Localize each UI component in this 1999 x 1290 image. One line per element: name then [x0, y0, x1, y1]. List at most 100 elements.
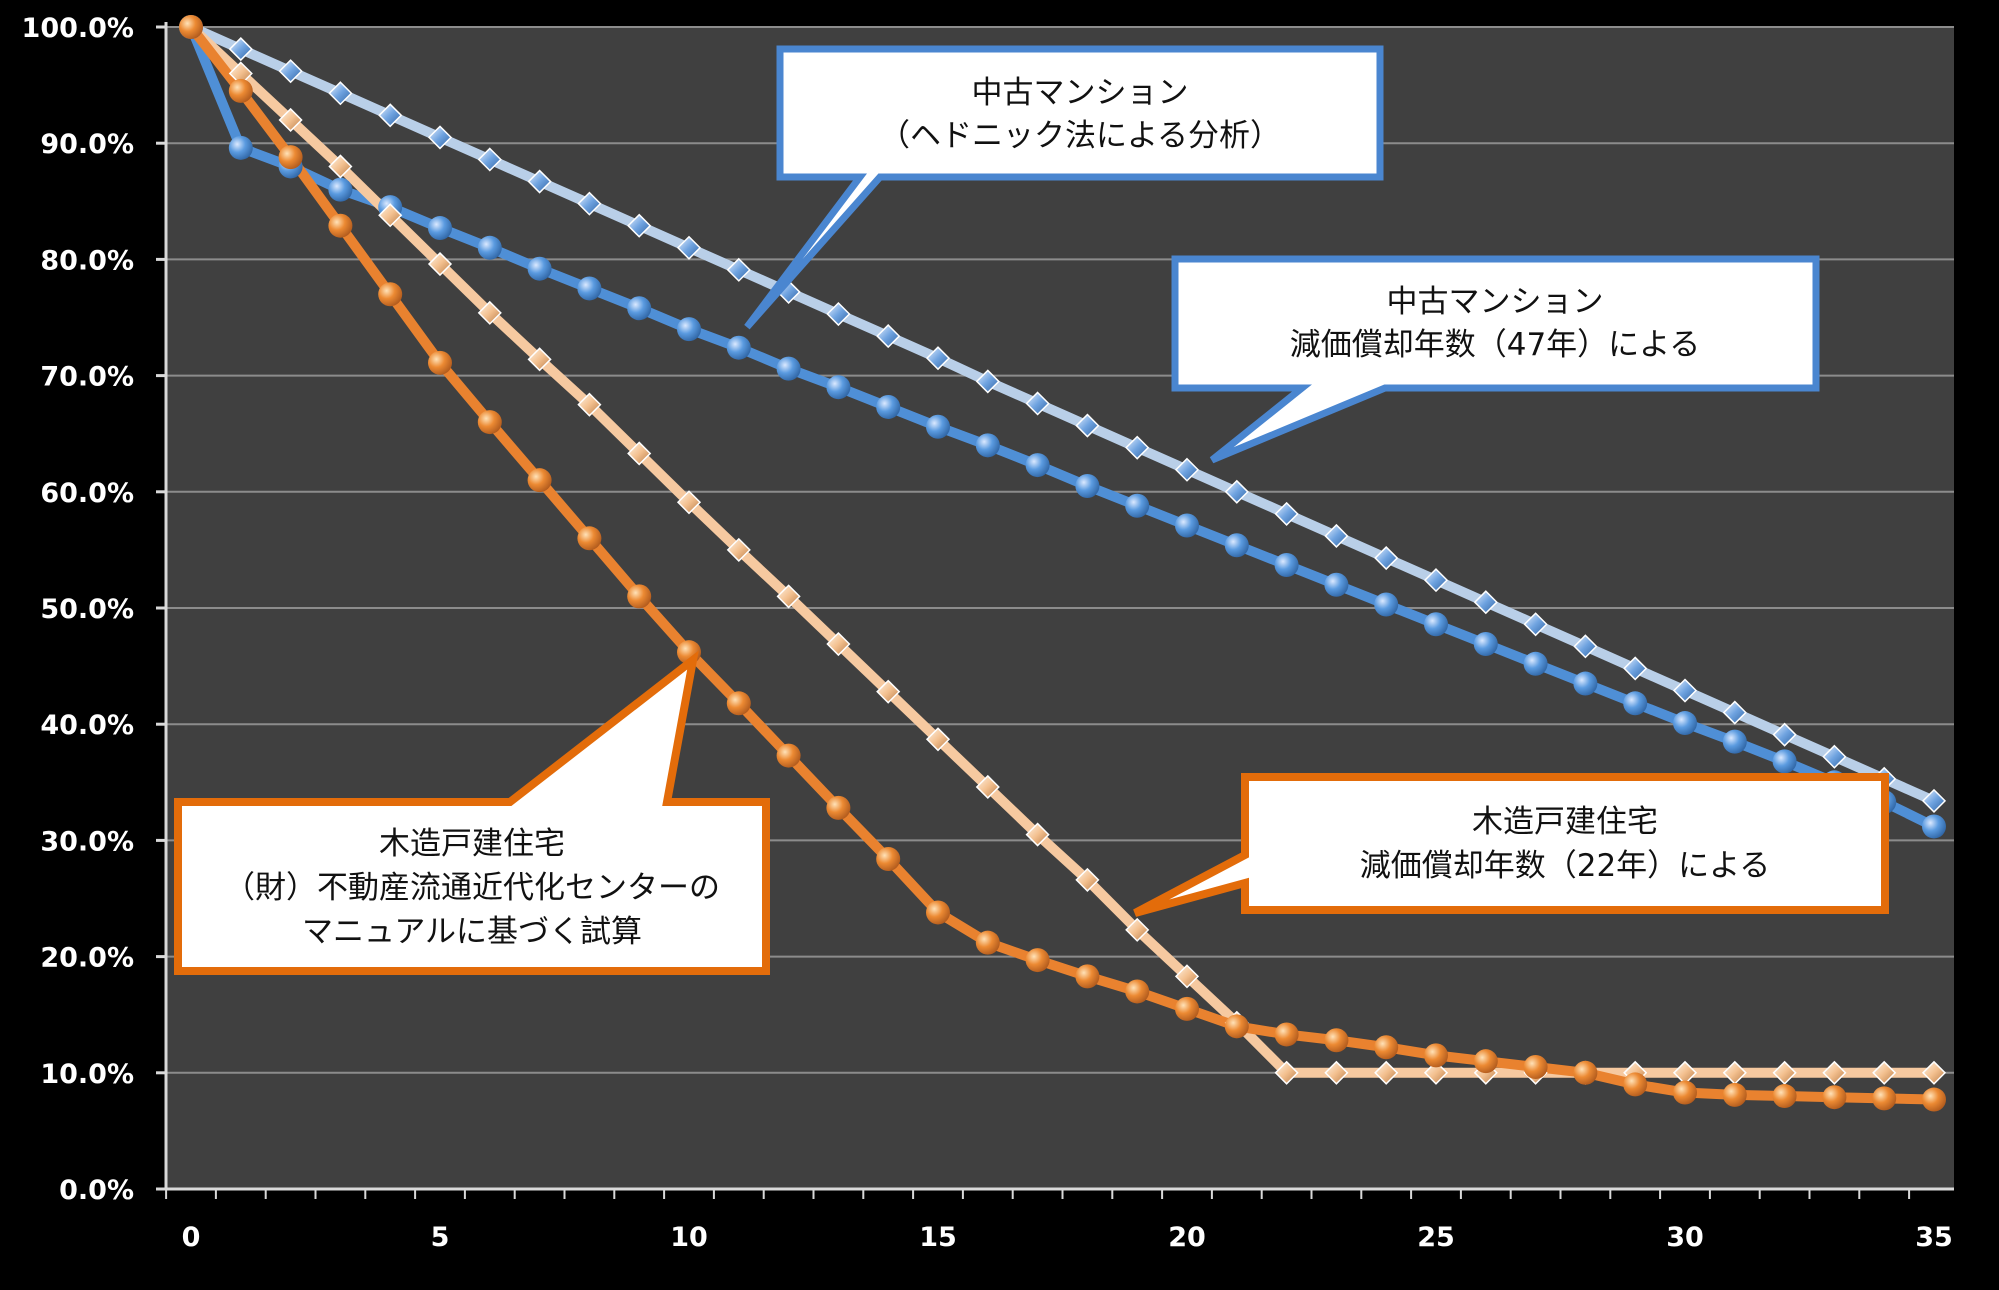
point-wood_center [975, 930, 1000, 955]
point-wood_depreciation [676, 490, 702, 515]
point-wood_center [378, 282, 403, 307]
point-mansion_depreciation [1374, 545, 1399, 571]
point-wood_center [1473, 1049, 1498, 1074]
point-mansion_depreciation [1224, 479, 1249, 504]
point-wood_center [1274, 1022, 1299, 1047]
callout-mansion-hedonic-bubble [744, 45, 1384, 330]
series-markers [178, 14, 1947, 1112]
point-wood_center [1025, 948, 1050, 973]
point-mansion_hedonic [1175, 513, 1199, 538]
callout-wood-depreciation-bubble [1133, 773, 1889, 917]
point-wood_center [1772, 1084, 1797, 1109]
point-mansion_hedonic [328, 177, 353, 202]
callout-mansion-depreciation: 中古マンション 減価償却年数（47年）による [1171, 255, 1820, 464]
point-wood_center [1573, 1060, 1598, 1085]
point-mansion_hedonic [726, 335, 751, 360]
point-mansion_hedonic [1224, 533, 1249, 558]
callout-wood-center-bubble [174, 650, 770, 975]
point-mansion_hedonic [1623, 691, 1648, 716]
y-tick-label: 80.0% [40, 245, 134, 276]
y-tick-label: 50.0% [40, 594, 134, 625]
point-wood_depreciation [627, 441, 652, 466]
point-wood_depreciation [726, 537, 751, 562]
point-wood_center [1424, 1043, 1448, 1068]
point-wood_depreciation [1872, 1060, 1897, 1085]
point-mansion_hedonic [876, 394, 901, 419]
point-mansion_depreciation [1075, 413, 1100, 438]
point-wood_depreciation [1374, 1060, 1399, 1085]
point-mansion_hedonic [1274, 553, 1299, 578]
point-wood_depreciation [328, 154, 353, 179]
callout-wood-center-line1: 木造戸建住宅 [379, 826, 565, 862]
point-mansion_hedonic [627, 296, 652, 321]
point-wood_depreciation [876, 679, 901, 704]
callout-mansion-depreciation-bubble [1171, 255, 1820, 464]
point-wood_depreciation [1324, 1060, 1349, 1085]
y-tick-label: 0.0% [59, 1175, 134, 1206]
point-mansion_hedonic [1922, 814, 1946, 839]
point-mansion_hedonic [1673, 711, 1697, 736]
point-mansion_depreciation [1523, 612, 1548, 637]
point-wood_center [1324, 1028, 1349, 1053]
point-wood_depreciation [1274, 1060, 1299, 1085]
point-wood_center [627, 584, 652, 609]
point-mansion_hedonic [1772, 749, 1797, 774]
point-wood_center [1125, 979, 1150, 1004]
point-wood_center [477, 410, 502, 435]
point-wood_center [278, 145, 303, 170]
callout-mansion-depreciation-line2: 減価償却年数（47年）による [1290, 327, 1701, 363]
y-tick-label: 20.0% [40, 943, 134, 974]
point-mansion_hedonic [1722, 729, 1747, 754]
point-mansion_depreciation [925, 346, 951, 371]
point-wood_center [1175, 996, 1199, 1021]
point-mansion_hedonic [1125, 493, 1150, 518]
callout-mansion-hedonic-line2: （ヘドニック法による分析） [879, 118, 1281, 154]
x-tick-label: 25 [1417, 1222, 1455, 1253]
point-mansion_depreciation [1573, 634, 1598, 659]
point-wood_center [776, 743, 801, 768]
point-mansion_depreciation [427, 125, 453, 150]
callout-wood-depreciation: 木造戸建住宅 減価償却年数（22年）による [1133, 773, 1889, 917]
y-tick-label: 100.0% [22, 13, 134, 44]
callout-wood-center-line3: マニュアルに基づく試算 [302, 914, 642, 950]
point-wood_depreciation [1772, 1060, 1797, 1085]
point-mansion_depreciation [1623, 656, 1648, 681]
callout-mansion-hedonic-line1: 中古マンション [972, 75, 1189, 111]
x-tick-label: 15 [919, 1222, 957, 1253]
point-mansion_depreciation [876, 324, 901, 349]
x-tick-label: 0 [182, 1222, 201, 1253]
point-mansion_depreciation [228, 37, 253, 62]
point-mansion_depreciation [676, 235, 702, 260]
callout-wood-depreciation-line2: 減価償却年数（22年）による [1360, 848, 1771, 884]
point-mansion_hedonic [1075, 473, 1100, 498]
point-wood_depreciation [1025, 822, 1050, 847]
point-mansion_depreciation [1722, 700, 1747, 725]
point-mansion_depreciation [1125, 435, 1150, 460]
point-wood_center [1523, 1054, 1548, 1079]
point-mansion_depreciation [1822, 744, 1847, 769]
point-mansion_depreciation [975, 369, 1000, 394]
point-wood_depreciation [1174, 964, 1200, 989]
point-wood_depreciation [826, 631, 851, 657]
point-wood_depreciation [527, 347, 552, 372]
point-wood_depreciation [776, 584, 801, 609]
point-wood_depreciation [1423, 1060, 1449, 1085]
point-mansion_hedonic [1324, 572, 1349, 597]
point-mansion_hedonic [926, 414, 950, 439]
point-wood_center [1224, 1014, 1249, 1039]
point-wood_depreciation [1075, 867, 1100, 892]
point-mansion_hedonic [1025, 453, 1050, 478]
x-tick-label: 20 [1168, 1222, 1206, 1253]
point-mansion_hedonic [1424, 612, 1448, 637]
point-mansion_depreciation [527, 169, 552, 194]
point-wood_center [1722, 1082, 1747, 1107]
point-mansion_depreciation [577, 191, 602, 216]
point-wood_depreciation [1822, 1060, 1847, 1085]
y-tick-label: 90.0% [40, 129, 134, 160]
point-wood_center [726, 691, 751, 716]
point-wood_depreciation [378, 203, 403, 228]
point-wood_depreciation [925, 727, 951, 752]
y-tick-label: 10.0% [40, 1059, 134, 1090]
axes [156, 22, 1954, 1199]
